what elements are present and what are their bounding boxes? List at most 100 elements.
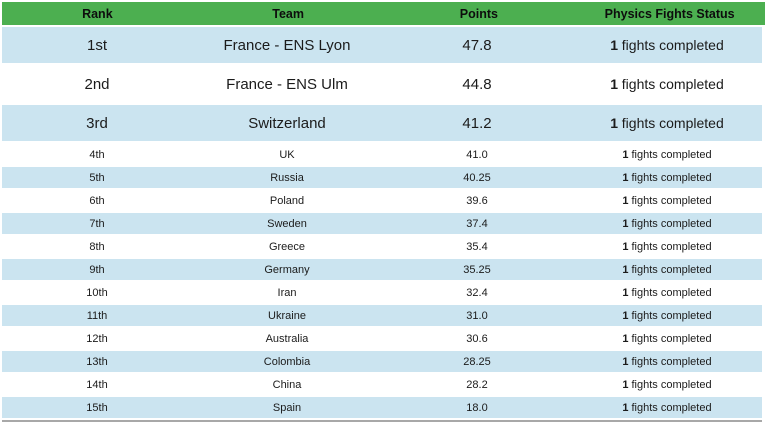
fights-count: 1 xyxy=(622,217,629,230)
header-row: Rank Team Points Physics Fights Status xyxy=(2,2,765,25)
team-cell: Russia xyxy=(270,171,304,184)
table-row: 1st France - ENS Lyon 47.8 1 fights comp… xyxy=(2,27,762,63)
rank-cell: 14th xyxy=(86,378,108,391)
rank-cell: 12th xyxy=(86,332,108,345)
rank-cell: 2nd xyxy=(84,75,110,93)
fights-count: 1 xyxy=(610,76,619,92)
status-cell: 1 fights completed xyxy=(572,213,762,234)
points-cell: 28.2 xyxy=(466,378,488,391)
status-label: fights completed xyxy=(631,401,712,414)
team-cell: Greece xyxy=(268,240,306,253)
team-cell: Sweden xyxy=(267,217,307,230)
team-cell: Iran xyxy=(277,286,297,299)
fights-count: 1 xyxy=(610,115,619,131)
table-row: 5th Russia 40.25 1 fights completed xyxy=(2,167,762,188)
header-cell-team: Team xyxy=(272,6,304,21)
status-label: fights completed xyxy=(621,76,724,92)
points-cell: 47.8 xyxy=(462,36,492,54)
rank-cell: 6th xyxy=(89,194,105,207)
status-cell: 1 fights completed xyxy=(572,144,762,165)
header-cell-rank: Rank xyxy=(82,6,113,21)
rank-cell: 15th xyxy=(86,401,108,414)
table-row: 9th Germany 35.25 1 fights completed xyxy=(2,259,762,280)
team-cell: Ukraine xyxy=(268,309,306,322)
header-cell-status: Physics Fights Status xyxy=(604,6,735,21)
fights-count: 1 xyxy=(622,286,629,299)
points-cell: 35.4 xyxy=(466,240,488,253)
rank-cell: 1st xyxy=(86,36,107,54)
status-label: fights completed xyxy=(631,194,712,207)
fights-count: 1 xyxy=(622,171,629,184)
fights-count: 1 xyxy=(622,148,629,161)
status-cell: 1 fights completed xyxy=(572,328,762,349)
rank-cell: 8th xyxy=(89,240,105,253)
fights-count: 1 xyxy=(622,378,629,391)
status-label: fights completed xyxy=(631,332,712,345)
points-cell: 28.25 xyxy=(463,355,491,368)
points-cell: 37.4 xyxy=(466,217,488,230)
header-cell-points: Points xyxy=(459,6,498,21)
status-cell: 1 fights completed xyxy=(572,351,762,372)
team-cell: France - ENS Lyon xyxy=(223,36,351,54)
status-label: fights completed xyxy=(631,263,712,276)
status-cell: 1 fights completed xyxy=(572,105,762,141)
status-cell: 1 fights completed xyxy=(572,374,762,395)
rank-cell: 9th xyxy=(89,263,105,276)
points-cell: 41.2 xyxy=(462,114,492,132)
status-label: fights completed xyxy=(631,148,712,161)
team-cell: Germany xyxy=(264,263,310,276)
status-cell: 1 fights completed xyxy=(572,66,762,102)
fights-count: 1 xyxy=(622,309,629,322)
table-row: 7th Sweden 37.4 1 fights completed xyxy=(2,213,762,234)
fights-count: 1 xyxy=(622,240,629,253)
team-cell: France - ENS Ulm xyxy=(226,75,348,93)
table-row: 15th Spain 18.0 1 fights completed xyxy=(2,397,762,418)
rank-cell: 4th xyxy=(89,148,105,161)
table-row: 11th Ukraine 31.0 1 fights completed xyxy=(2,305,762,326)
points-cell: 35.25 xyxy=(463,263,491,276)
points-cell: 31.0 xyxy=(466,309,488,322)
status-label: fights completed xyxy=(631,378,712,391)
points-cell: 32.4 xyxy=(466,286,488,299)
status-label: fights completed xyxy=(631,240,712,253)
rank-cell: 3rd xyxy=(86,114,108,132)
rank-cell: 11th xyxy=(86,309,108,322)
status-cell: 1 fights completed xyxy=(572,167,762,188)
status-cell: 1 fights completed xyxy=(572,190,762,211)
fights-count: 1 xyxy=(622,194,629,207)
table-row: 8th Greece 35.4 1 fights completed xyxy=(2,236,762,257)
team-cell: Australia xyxy=(265,332,309,345)
fights-count: 1 xyxy=(622,332,629,345)
table-row: 2nd France - ENS Ulm 44.8 1 fights compl… xyxy=(2,66,762,102)
table-row: 6th Poland 39.6 1 fights completed xyxy=(2,190,762,211)
fights-count: 1 xyxy=(622,401,629,414)
status-cell: 1 fights completed xyxy=(572,305,762,326)
status-label: fights completed xyxy=(631,309,712,322)
rank-cell: 13th xyxy=(86,355,108,368)
status-cell: 1 fights completed xyxy=(572,27,762,63)
status-label: fights completed xyxy=(631,286,712,299)
table-row: 13th Colombia 28.25 1 fights completed xyxy=(2,351,762,372)
status-cell: 1 fights completed xyxy=(572,397,762,418)
team-cell: China xyxy=(272,378,302,391)
table-row: 12th Australia 30.6 1 fights completed xyxy=(2,328,762,349)
team-cell: Poland xyxy=(269,194,305,207)
status-label: fights completed xyxy=(631,217,712,230)
rank-cell: 7th xyxy=(89,217,105,230)
status-label: fights completed xyxy=(621,37,724,53)
points-cell: 41.0 xyxy=(466,148,488,161)
table-row: 4th UK 41.0 1 fights completed xyxy=(2,144,762,165)
table-row: 14th China 28.2 1 fights completed xyxy=(2,374,762,395)
team-cell: Switzerland xyxy=(248,114,326,132)
status-cell: 1 fights completed xyxy=(572,282,762,303)
team-cell: Colombia xyxy=(263,355,311,368)
points-cell: 39.6 xyxy=(466,194,488,207)
status-label: fights completed xyxy=(621,115,724,131)
status-label: fights completed xyxy=(631,171,712,184)
fights-count: 1 xyxy=(622,263,629,276)
status-cell: 1 fights completed xyxy=(572,236,762,257)
points-cell: 40.25 xyxy=(463,171,491,184)
table-bottom-border xyxy=(2,420,762,422)
table-row: 3rd Switzerland 41.2 1 fights completed xyxy=(2,105,762,141)
